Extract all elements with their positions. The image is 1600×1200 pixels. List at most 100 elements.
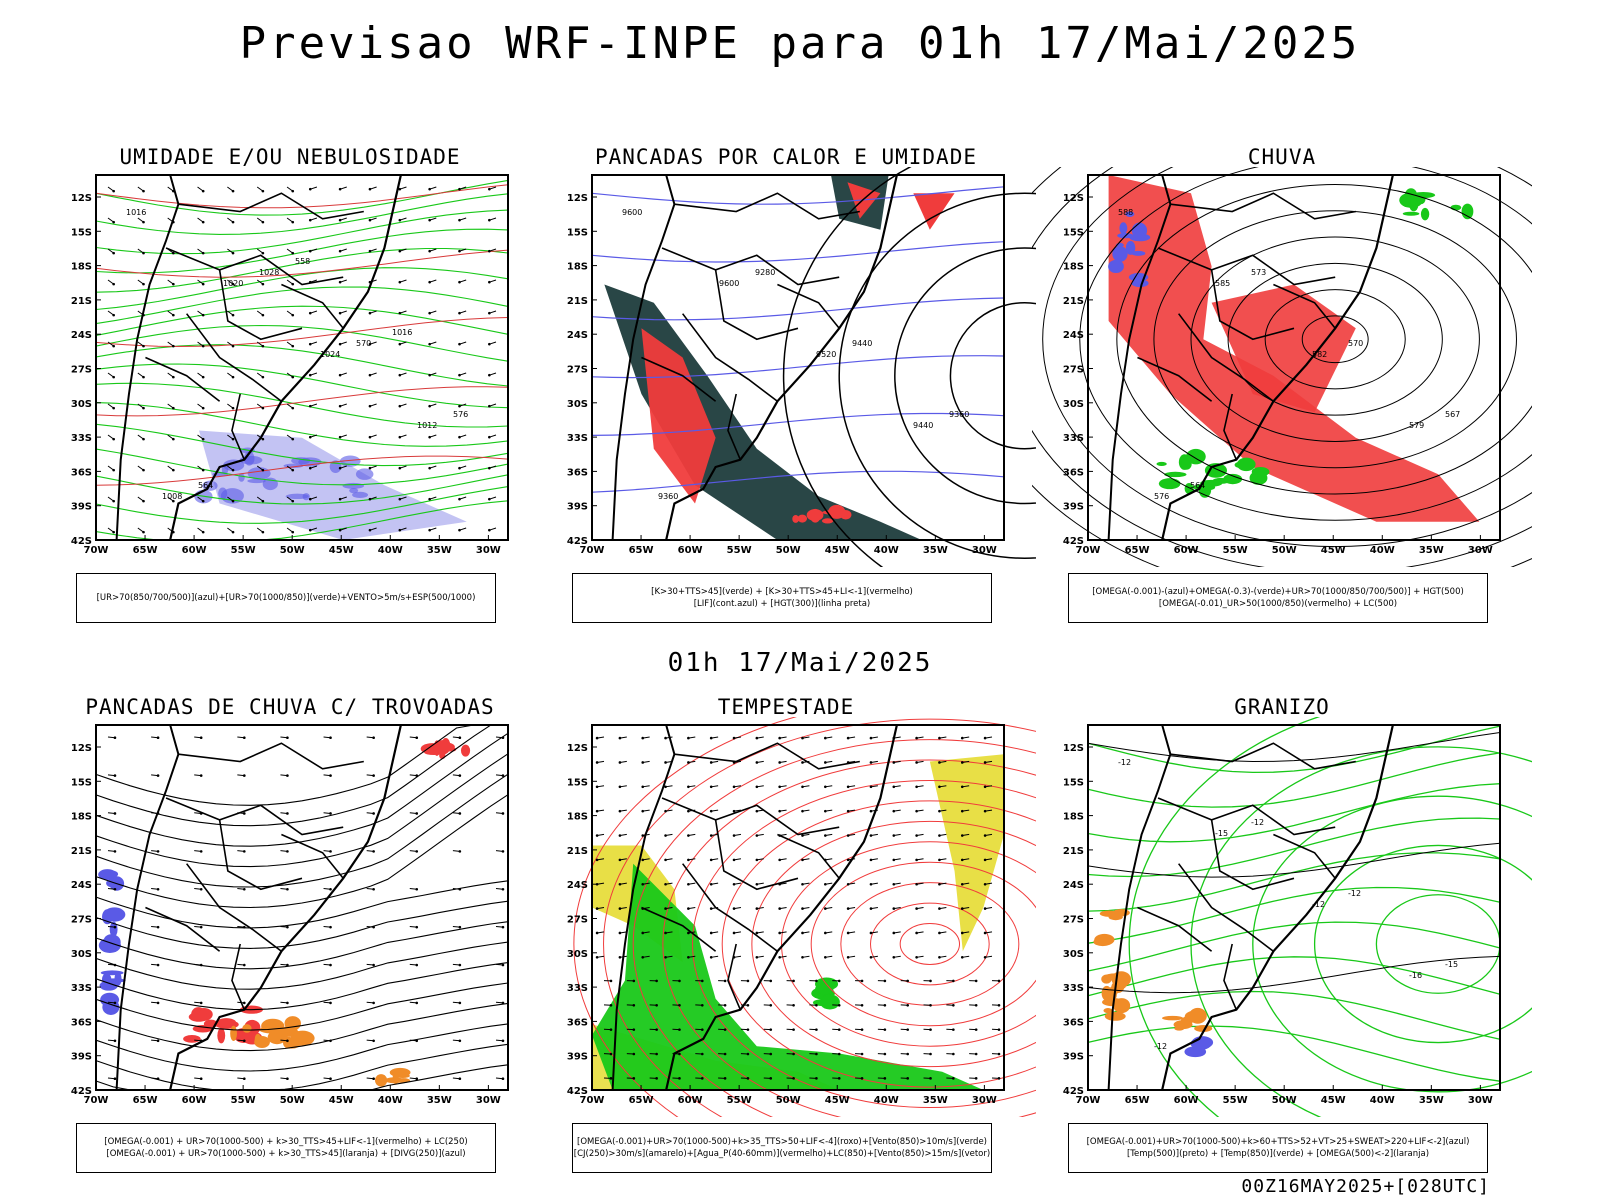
contour-label: 588 xyxy=(1118,208,1133,217)
wind-vector-head xyxy=(291,344,295,348)
field-blob xyxy=(1113,998,1131,1014)
panel-title: TEMPESTADE xyxy=(717,695,855,719)
contour-line xyxy=(95,267,509,311)
wind-vector-head xyxy=(687,785,690,789)
wind-vector-head xyxy=(952,979,955,983)
lon-tick-label: 45W xyxy=(825,545,850,556)
wind-vector-head xyxy=(428,311,431,315)
wind-vector-head xyxy=(199,963,203,967)
state-border xyxy=(1273,283,1336,329)
wind-vector-head xyxy=(338,528,342,532)
wind-vector-head xyxy=(172,282,175,286)
wind-vector-head xyxy=(824,907,827,910)
wind-vector-head xyxy=(291,530,295,534)
state-border xyxy=(1157,247,1336,286)
wind-vector-head xyxy=(778,785,781,789)
wind-vector-head xyxy=(329,850,332,853)
wind-vector-head xyxy=(915,736,918,740)
wind-vector-head xyxy=(428,218,431,222)
wind-vector-head xyxy=(678,1003,681,1007)
wind-vector-head xyxy=(801,736,804,740)
wind-vector-head xyxy=(112,282,115,286)
wind-vector-head xyxy=(308,404,312,408)
wind-vector-head xyxy=(641,761,645,764)
wind-vector-head xyxy=(746,979,750,983)
state-border xyxy=(1223,393,1238,461)
lat-tick-label: 12S xyxy=(567,193,588,204)
lat-tick-label: 24S xyxy=(567,880,588,891)
wind-vector-head xyxy=(488,404,491,408)
contour-label: 576 xyxy=(453,410,468,419)
lat-tick-label: 15S xyxy=(71,777,92,788)
lon-tick-label: 65W xyxy=(1125,1095,1150,1106)
wind-vector-head xyxy=(142,499,145,503)
lat-tick-label: 21S xyxy=(567,296,588,307)
wind-vector-head xyxy=(846,736,850,740)
wind-vector-head xyxy=(242,736,246,739)
contour-line xyxy=(95,386,509,417)
wind-vector-head xyxy=(769,979,773,983)
wind-vector-head xyxy=(824,882,827,886)
wind-vector-head xyxy=(815,1003,818,1007)
wind-vector-head xyxy=(291,189,295,193)
wind-vector-head xyxy=(664,907,667,910)
field-blob xyxy=(1117,979,1127,990)
contour-line xyxy=(95,382,509,428)
wind-vector-head xyxy=(938,785,941,789)
wind-vector-head xyxy=(368,373,372,377)
lon-tick-label: 65W xyxy=(133,1095,158,1106)
contour-line xyxy=(95,474,509,505)
lon-tick-label: 45W xyxy=(329,1095,354,1106)
temp850-contour xyxy=(1190,746,1532,1117)
contour-line xyxy=(95,247,509,293)
lon-tick-label: 70W xyxy=(84,1095,109,1106)
contour-label: 9280 xyxy=(755,268,775,277)
andes-coastline xyxy=(611,174,676,541)
wind-vector-head xyxy=(755,956,759,959)
legend-line: [CJ(250)>30m/s](amarelo)+[Agua_P(40-60mm… xyxy=(573,1149,991,1159)
contour-line xyxy=(591,470,1005,493)
wind-vector-head xyxy=(201,530,205,534)
contour-line xyxy=(95,228,509,274)
lon-tick-label: 45W xyxy=(329,545,354,556)
wind-vector-head xyxy=(997,1077,1001,1080)
wind-vector-head xyxy=(983,956,987,959)
panel-title: UMIDADE E/OU NEBULOSIDADE xyxy=(119,145,461,169)
wind-vector-head xyxy=(286,850,289,853)
wind-vector-head xyxy=(372,925,375,929)
lon-tick-label: 40W xyxy=(1370,1095,1395,1106)
wind-vector-head xyxy=(398,373,402,377)
wind-vector-head xyxy=(261,344,265,348)
wind-vector-head xyxy=(929,1028,932,1031)
streamline-850 xyxy=(573,717,798,1117)
wind-vector-head xyxy=(231,189,235,193)
wind-vector-head xyxy=(368,311,372,315)
lat-tick-label: 21S xyxy=(1063,846,1084,857)
contour-line xyxy=(95,448,509,486)
lon-tick-label: 60W xyxy=(678,1095,703,1106)
wind-vector-head xyxy=(960,834,964,837)
wind-vector-head xyxy=(201,251,205,255)
wind-vector-head xyxy=(997,979,1001,983)
wind-vector-head xyxy=(501,925,505,929)
contour-label: -15 xyxy=(1215,829,1228,838)
wind-vector-head xyxy=(655,1077,658,1080)
legend-line: [OMEGA(-0.001)+UR>70(1000-500)+k>35_TTS>… xyxy=(577,1137,987,1147)
state-border xyxy=(1178,313,1274,402)
wind-vector-head xyxy=(883,979,887,983)
wind-vector-head xyxy=(112,189,115,193)
wind-vector-head xyxy=(997,1003,1001,1007)
contour-line xyxy=(591,186,1005,205)
state-border xyxy=(145,906,221,952)
state-border xyxy=(641,356,717,402)
wind-vector-head xyxy=(846,809,850,813)
wind-vector-head xyxy=(678,1028,681,1031)
field-blob xyxy=(217,1027,226,1044)
field-blob xyxy=(100,992,120,1007)
wind-vector-head xyxy=(860,1052,864,1056)
contour-label: 9440 xyxy=(852,339,872,348)
wind-vector-head xyxy=(286,1001,289,1005)
field-blob xyxy=(1223,473,1243,485)
wind-vector-head xyxy=(458,342,461,346)
lat-tick-label: 42S xyxy=(71,536,92,547)
